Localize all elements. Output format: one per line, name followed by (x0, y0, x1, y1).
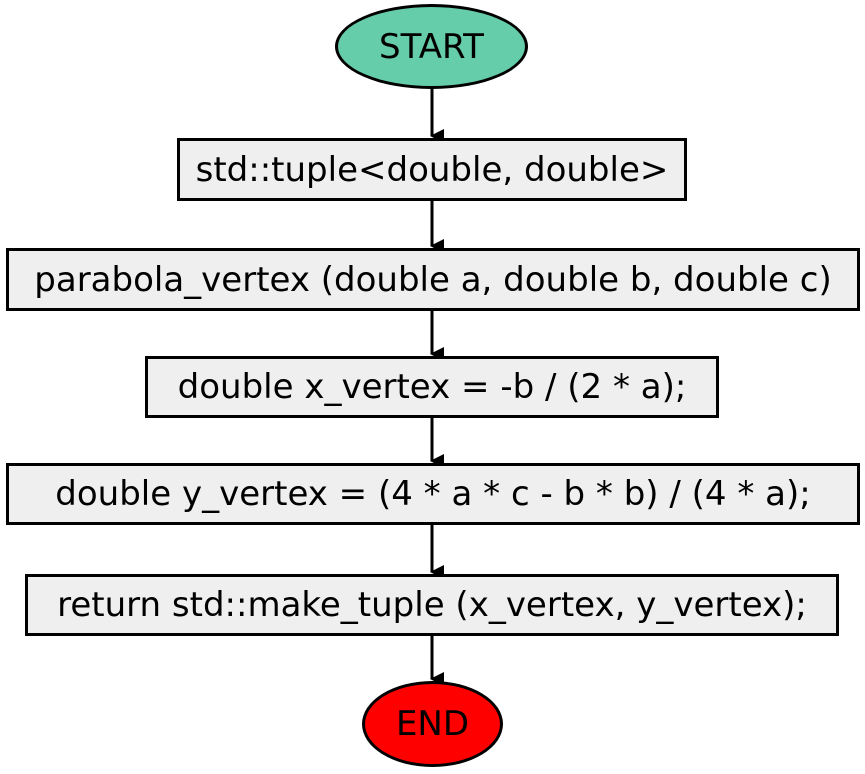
start-label: START (379, 26, 484, 67)
step-label: double y_vertex = (4 * a * c - b * b) / … (55, 474, 811, 514)
end-label: END (395, 704, 470, 744)
process-step-function-signature: parabola_vertex (double a, double b, dou… (6, 248, 860, 311)
step-label: return std::make_tuple (x_vertex, y_vert… (57, 585, 807, 625)
step-label: double x_vertex = -b / (2 * a); (177, 367, 687, 407)
process-step-return: return std::make_tuple (x_vertex, y_vert… (25, 574, 839, 636)
end-terminal: END (362, 681, 503, 767)
process-step-return-type: std::tuple<double, double> (177, 138, 687, 201)
start-terminal: START (335, 4, 528, 89)
process-step-y-vertex: double y_vertex = (4 * a * c - b * b) / … (6, 463, 860, 525)
step-label: std::tuple<double, double> (195, 149, 669, 190)
step-label: parabola_vertex (double a, double b, dou… (34, 259, 832, 300)
process-step-x-vertex: double x_vertex = -b / (2 * a); (145, 356, 719, 418)
